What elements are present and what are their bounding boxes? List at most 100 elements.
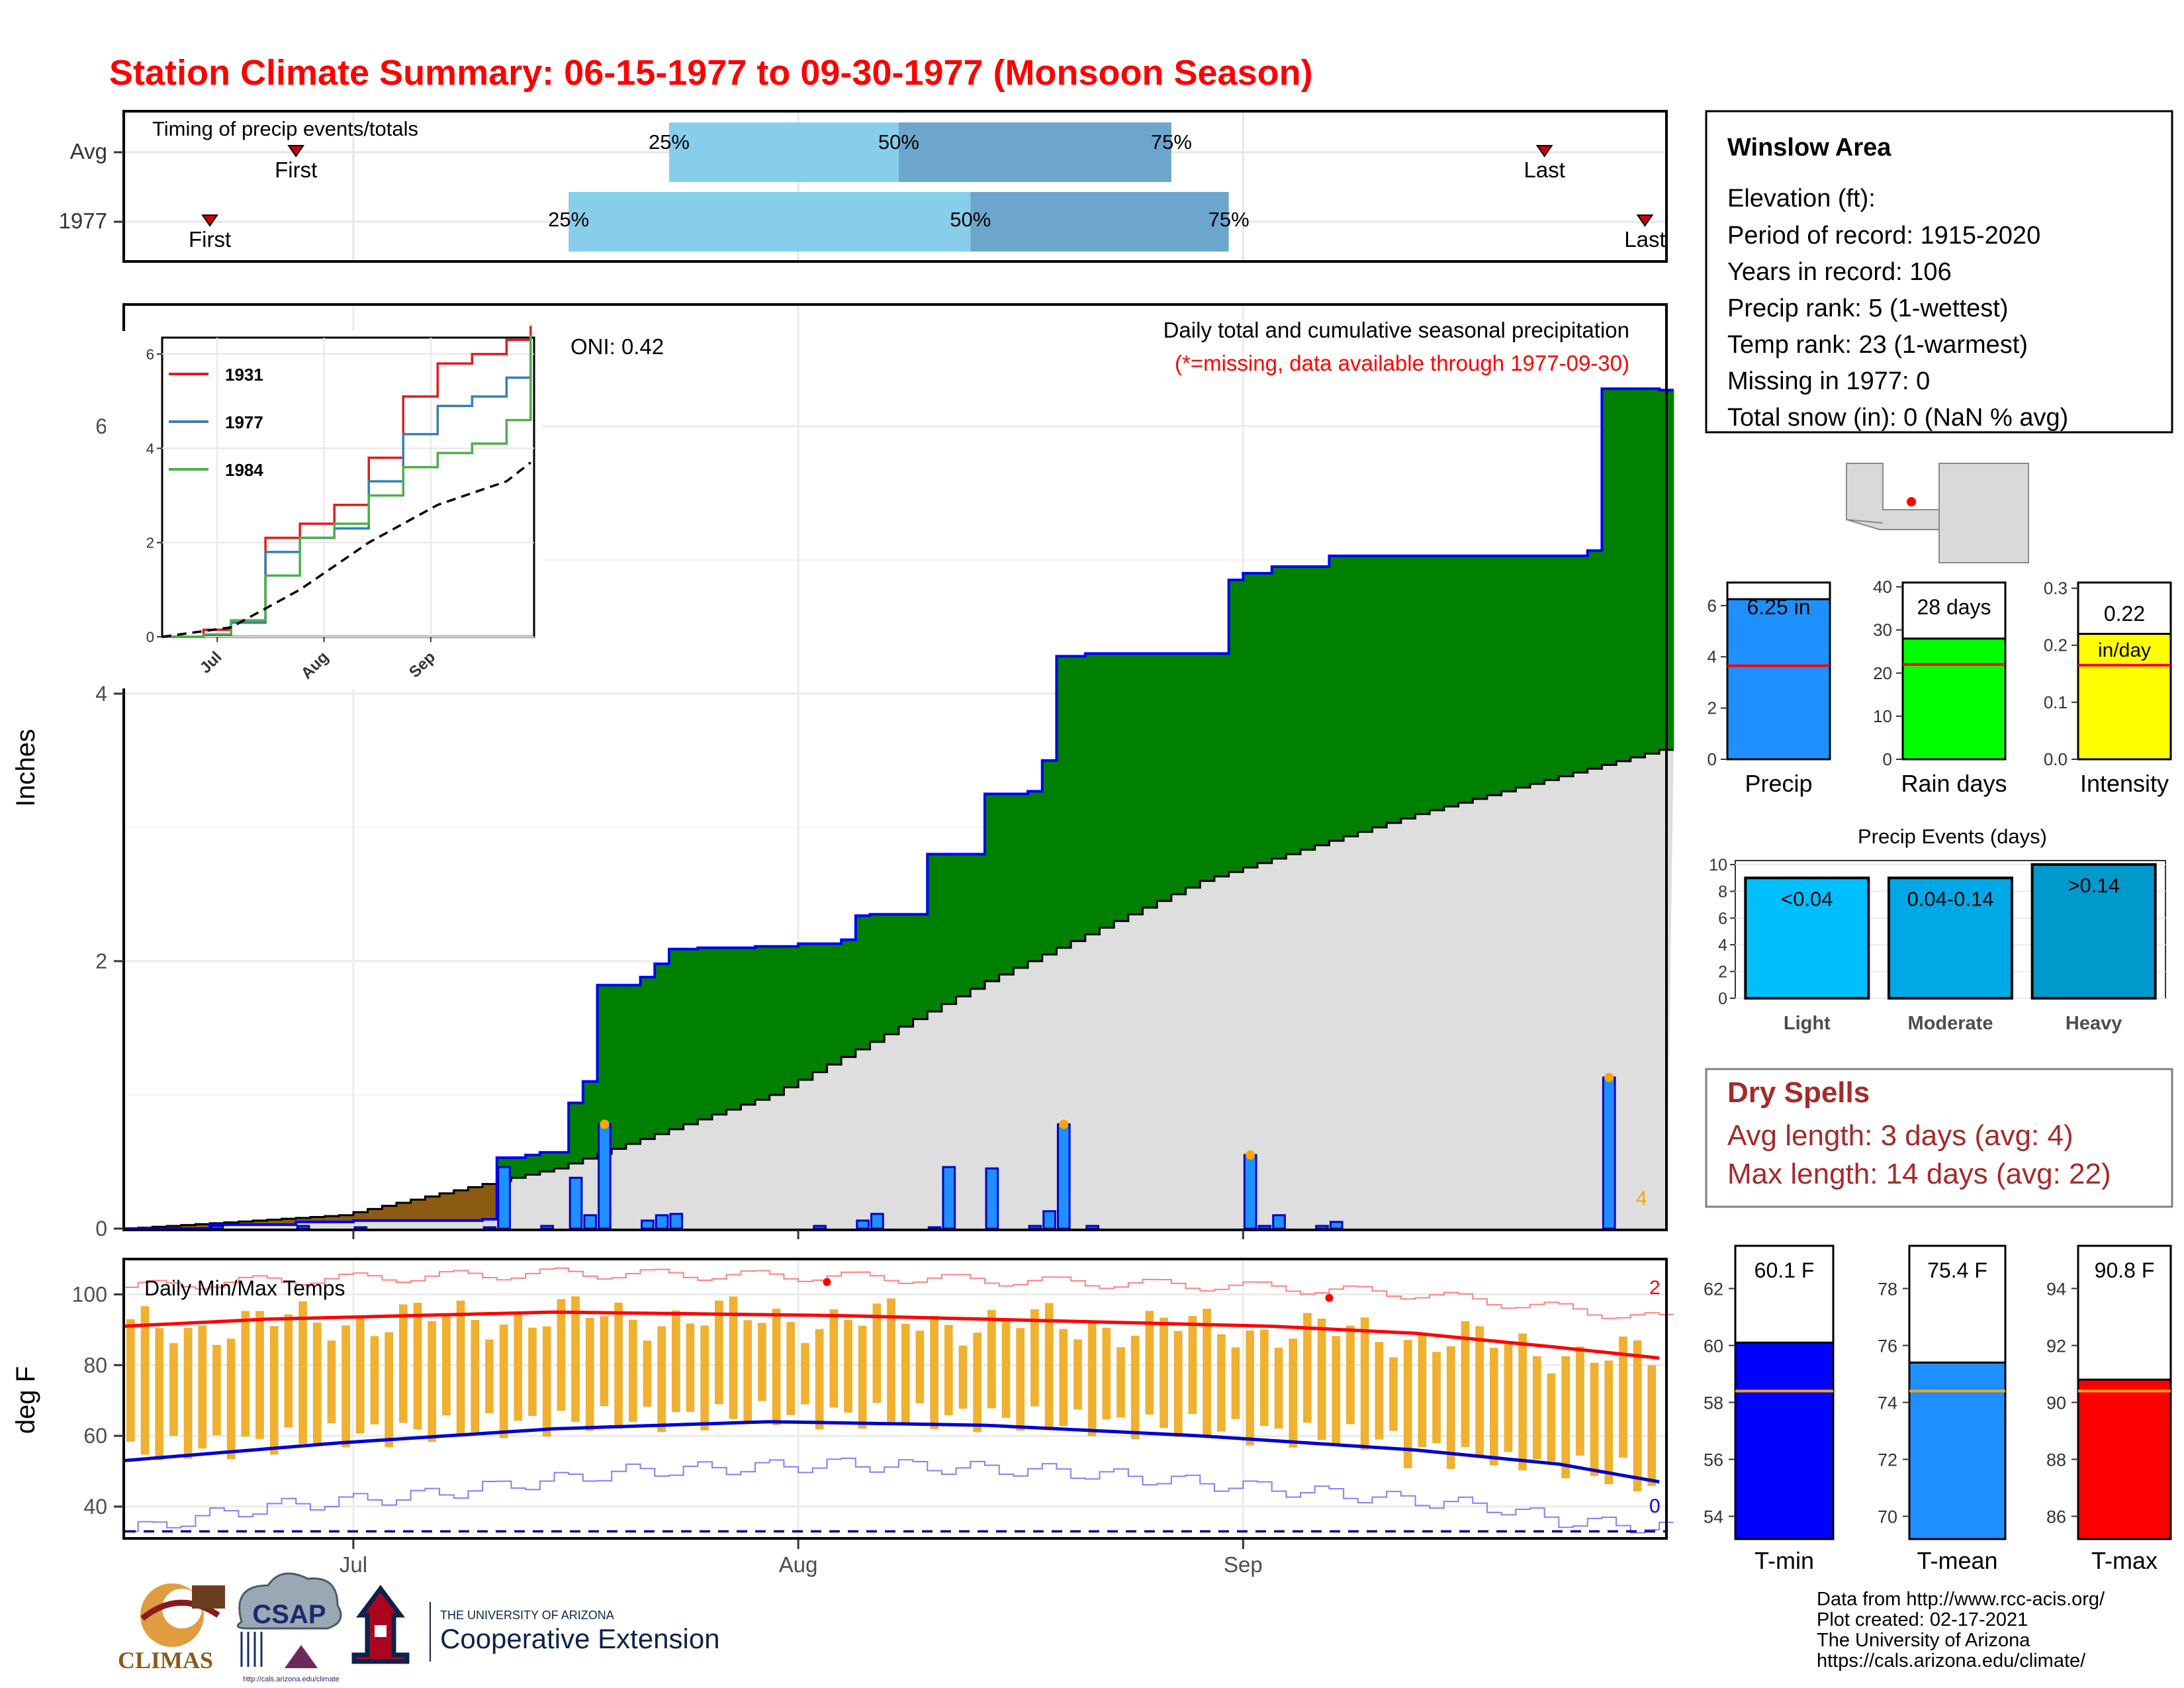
daily-temp-range-bar [1102,1327,1111,1420]
timing-q50-label: 50% [878,130,919,154]
daily-temp-range-bar [801,1342,809,1405]
deficit-area [324,1216,340,1222]
surplus-area [898,914,914,1027]
temp-ytick-label: 60 [83,1424,107,1448]
daily-temp-range-bar [1475,1326,1484,1458]
daily-temp-range-bar [1504,1342,1513,1452]
dry-spells-avg: Avg length: 3 days (avg: 4) [1727,1119,2073,1152]
daily-precip-bar [1243,1154,1257,1230]
timing-last-marker [1636,214,1654,227]
deficit-area [439,1193,455,1221]
events-ytick-label: 0 [1718,990,1727,1008]
station-name: Winslow Area [1727,134,1891,162]
daily-temp-range-bar [312,1323,322,1446]
daily-temp-range-bar [1446,1346,1455,1469]
surplus-area [1530,555,1545,784]
surplus-area [683,949,698,1125]
timing-bar-q25-q50 [668,122,899,182]
temp-xtick-label: Jul [340,1552,367,1577]
surplus-area [655,963,670,1135]
daily-precip-bar [540,1225,555,1230]
daily-precip-bar [353,1226,368,1230]
daily-temp-range-bar [772,1309,781,1425]
daily-temp-range-bar [1461,1321,1470,1448]
deficit-area [281,1219,296,1225]
daily-temp-range-bar [829,1309,839,1408]
summary-bar-ytick-label: 10 [1873,706,1892,726]
daily-temp-range-bar [1260,1329,1269,1427]
daily-temp-range-bar [758,1323,766,1401]
precip-ytick-label: 0 [95,1217,107,1241]
daily-temp-range-bar [298,1301,307,1444]
summary-bar-ytick-label: 6 [1707,596,1717,616]
daily-temp-range-bar [614,1302,623,1429]
daily-temp-range-bar [1087,1323,1097,1436]
surplus-area [1214,653,1230,876]
daily-temp-range-bar [1145,1311,1154,1415]
deficit-area [425,1196,440,1221]
record-low-line [124,1457,1674,1534]
surplus-area [1387,555,1402,823]
temp-bar-value: 75.4 F [1927,1258,1987,1282]
daily-temp-range-bar [1246,1330,1255,1446]
surplus-area [927,854,942,1012]
daily-temp-range-bar [1130,1335,1140,1439]
surplus-area [1157,653,1172,902]
temp-bar-ytick-label: 78 [1878,1280,1897,1299]
daily-temp-range-bar [786,1322,796,1415]
events-category-label: Heavy [2066,1013,2122,1034]
daily-temp-range-bar [628,1319,637,1423]
temp-bar-ytick-label: 86 [2046,1507,2066,1527]
credit-plot-date: Plot created: 02-17-2021 [1817,1609,2028,1630]
events-ytick-label: 2 [1718,963,1727,982]
daily-precip-bar [985,1167,999,1230]
precip-events-chart: Precip Events (days) <0.04 Light 0.04-0.14… [1709,825,2166,1034]
deficit-area [482,1184,498,1219]
surplus-area [1458,555,1473,803]
temp-y-axis-label: deg F [11,1366,40,1434]
surplus-area [741,947,756,1105]
daily-temp-range-bar [1518,1333,1527,1471]
deficit-area [238,1221,253,1225]
surplus-area [1616,389,1631,761]
daily-temp-range-bar [944,1325,953,1416]
surplus-area [1645,389,1660,754]
temp-bar-ytick-label: 76 [1878,1336,1897,1356]
timing-panel: Timing of precip events/totals 25% 50% 75%… [59,110,1668,263]
daily-temp-range-bar [872,1303,882,1403]
events-bar-moderate [1888,876,2013,1000]
temp-bar-ytick-label: 58 [1704,1393,1723,1413]
surplus-area [1602,389,1617,765]
surplus-area [855,915,871,1050]
timing-last-label: Last [1524,158,1565,182]
station-location-marker [1907,497,1916,506]
summary-bar-ytick-label: 0.2 [2044,635,2068,655]
summary-bar-ytick-label: 0 [1707,749,1717,769]
credits: Data from http://www.rcc-acis.org/ Plot … [1817,1589,2105,1671]
surplus-area [769,946,785,1095]
daily-precip-bar [1085,1225,1099,1230]
daily-temp-range-bar [844,1320,852,1413]
daily-temp-range-bar [973,1333,982,1432]
temp-bar-label: T-max [2091,1547,2158,1574]
daily-temp-range-bar [1533,1356,1541,1460]
summary-bar-label: Intensity [2080,770,2169,797]
record-precip-marker [1604,1072,1614,1082]
timing-q75-label: 75% [1151,130,1192,154]
daily-temp-range-bar [499,1324,508,1438]
surplus-area [1114,653,1129,921]
surplus-area [1501,555,1516,792]
surplus-area [698,947,713,1120]
temp-bar-ytick-label: 72 [1878,1450,1897,1470]
precip-panel: 0 2 4 6 Inches ONI: 0.42 Daily total and cu… [11,303,1674,1241]
events-bar-label: <0.04 [1781,887,1833,910]
daily-temp-range-bar [1289,1338,1298,1448]
surplus-area [1415,555,1430,814]
surplus-area [582,1081,598,1159]
deficit-area [339,1215,354,1222]
record-precip-marker [1246,1150,1255,1160]
daily-precip-bar [942,1166,956,1230]
dry-spells-box: Dry Spells Avg length: 3 days (avg: 4) M… [1705,1068,2173,1208]
temp-bar-value: 60.1 F [1754,1258,1815,1282]
